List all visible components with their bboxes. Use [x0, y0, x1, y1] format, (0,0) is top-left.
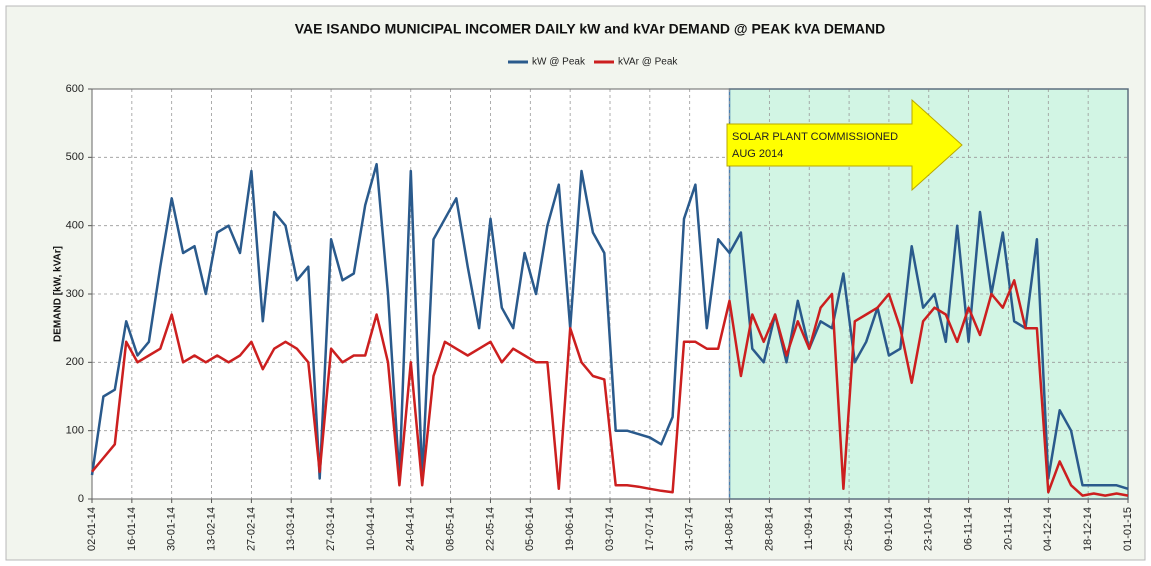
annotation-text: SOLAR PLANT COMMISSIONED — [732, 131, 898, 143]
annotation-arrow — [726, 98, 963, 192]
x-tick-label: 27-03-14 — [325, 507, 337, 551]
x-tick-label: 06-11-14 — [963, 507, 975, 550]
x-tick-label: 03-07-14 — [604, 507, 616, 551]
x-tick-label: 13-02-14 — [205, 507, 217, 551]
plot-border — [91, 88, 1129, 500]
x-tick-label: 18-12-14 — [1082, 507, 1094, 551]
y-tick-label: 0 — [78, 493, 84, 505]
y-tick-label: 100 — [66, 425, 84, 437]
annotation-text: AUG 2014 — [732, 148, 783, 160]
x-tick-label: 02-01-14 — [86, 507, 98, 551]
x-tick-label: 25-09-14 — [843, 507, 855, 551]
x-tick-label: 28-08-14 — [763, 507, 775, 551]
x-tick-label: 01-01-15 — [1122, 507, 1134, 551]
x-tick-label: 24-04-14 — [405, 507, 417, 551]
x-tick-label: 19-06-14 — [564, 507, 576, 551]
y-tick-label: 600 — [66, 83, 84, 95]
legend-label: kVAr @ Peak — [618, 57, 678, 68]
legend-label: kW @ Peak — [532, 57, 586, 68]
y-tick-label: 500 — [66, 151, 84, 163]
series-line — [91, 279, 1129, 497]
x-tick-label: 27-02-14 — [245, 507, 257, 551]
y-tick-label: 200 — [66, 356, 84, 368]
x-tick-label: 17-07-14 — [644, 507, 656, 551]
y-tick-label: 300 — [66, 288, 84, 300]
x-tick-label: 16-01-14 — [126, 507, 138, 551]
x-tick-label: 04-12-14 — [1042, 507, 1054, 551]
x-tick-label: 31-07-14 — [684, 507, 696, 551]
x-tick-label: 09-10-14 — [883, 507, 895, 551]
x-tick-label: 05-06-14 — [524, 507, 536, 551]
x-tick-label: 08-05-14 — [445, 507, 457, 551]
y-tick-label: 400 — [66, 220, 84, 232]
x-tick-label: 22-05-14 — [484, 507, 496, 551]
x-tick-label: 11-09-14 — [803, 507, 815, 550]
series-line — [90, 162, 1129, 490]
x-tick-label: 20-11-14 — [1002, 507, 1014, 550]
x-tick-label: 13-03-14 — [285, 507, 297, 551]
x-tick-label: 14-08-14 — [723, 507, 735, 551]
x-tick-label: 10-04-14 — [365, 507, 377, 551]
x-tick-label: 23-10-14 — [923, 507, 935, 551]
x-tick-label: 30-01-14 — [166, 507, 178, 551]
y-axis-title: DEMAND [kW, kVAr] — [53, 246, 64, 342]
chart-title: VAE ISANDO MUNICIPAL INCOMER DAILY kW an… — [295, 21, 886, 37]
